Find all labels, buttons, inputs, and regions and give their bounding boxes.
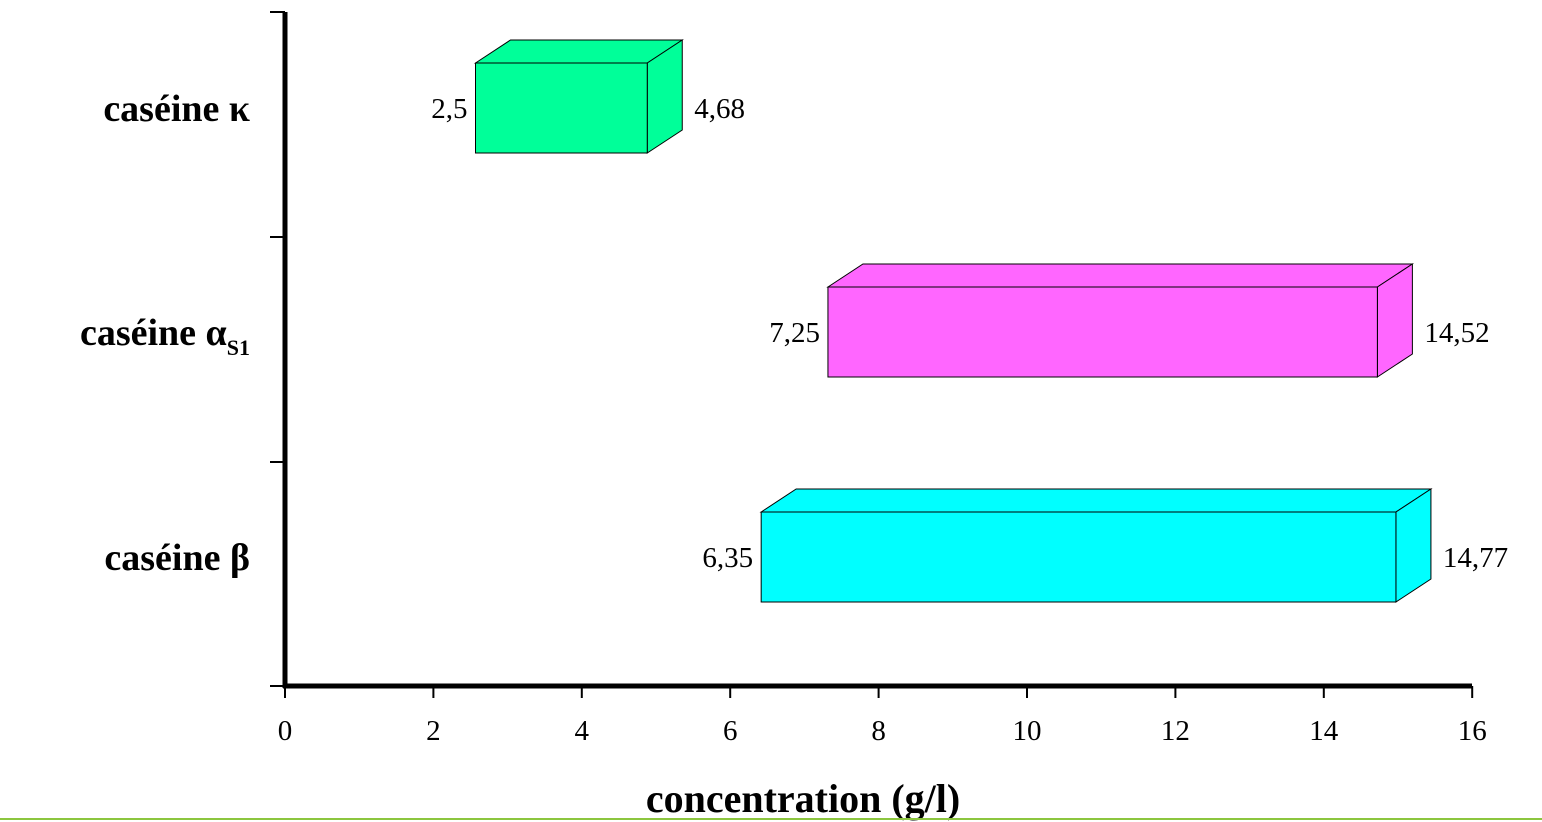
x-tick-label: 12 [1161, 715, 1190, 747]
x-tick-label: 4 [575, 715, 590, 747]
x-tick-label: 10 [1013, 715, 1042, 747]
footer-rule [0, 818, 1542, 820]
range-bar-top-face [473, 39, 684, 64]
range-high-label: 14,77 [1443, 542, 1508, 574]
range-bar-top-face [826, 263, 1415, 288]
range-bar [826, 263, 1415, 378]
range-high-label: 4,68 [694, 93, 745, 125]
x-tick-label: 2 [426, 715, 441, 747]
category-label: caséine αS1 [80, 312, 250, 360]
range-bar-front-face [760, 511, 1397, 603]
labels-layer: 0 2 4 6 8 10 12 14 16 caséine κ caséine αS1 caséine… [80, 88, 1508, 747]
range-high-label: 14,52 [1424, 317, 1489, 349]
range-bar-top-face [759, 488, 1433, 513]
range-bar [759, 488, 1433, 603]
ticks-layer [270, 11, 1474, 698]
category-label: caséine β [104, 537, 250, 579]
x-tick-label: 16 [1458, 715, 1487, 747]
range-low-label: 7,25 [769, 317, 820, 349]
axes-layer [282, 12, 1472, 689]
bars-layer [473, 39, 1433, 603]
range-bar-front-face [827, 286, 1378, 378]
range-bar-front-face [475, 62, 648, 154]
x-tick-label: 8 [871, 715, 886, 747]
x-axis-title: concentration (g/l) [646, 776, 960, 821]
range-low-label: 6,35 [702, 542, 753, 574]
category-label: caséine κ [103, 88, 250, 130]
x-tick-label: 6 [723, 715, 738, 747]
x-tick-label: 14 [1309, 715, 1339, 747]
range-low-label: 2,5 [431, 93, 467, 125]
x-tick-label: 0 [278, 715, 293, 747]
range-bar [473, 39, 684, 154]
